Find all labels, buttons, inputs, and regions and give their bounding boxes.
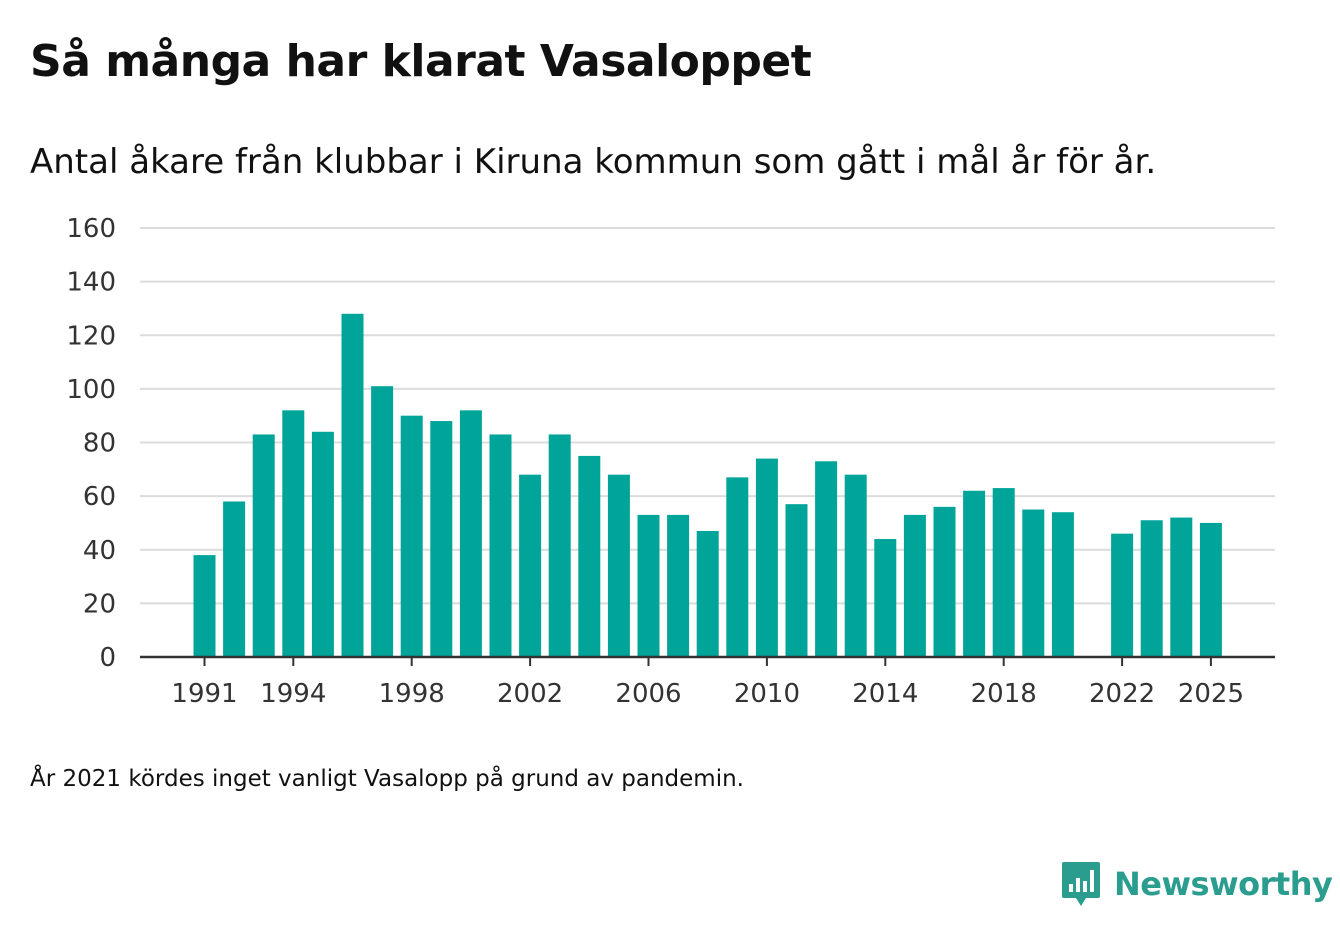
x-tick-label: 2025: [1178, 679, 1244, 709]
bar-2018: [992, 488, 1015, 657]
bar-2020: [1051, 512, 1074, 657]
bar-1999: [430, 421, 453, 657]
bar-2025: [1199, 522, 1222, 657]
x-tick-label: 1998: [379, 679, 445, 709]
bar-2015: [903, 514, 926, 657]
y-tick-label: 20: [83, 589, 116, 619]
y-tick-label: 60: [83, 482, 116, 512]
bar-1993: [252, 434, 275, 657]
bar-2017: [963, 490, 986, 657]
y-tick-label: 40: [83, 536, 116, 566]
bar-2002: [519, 474, 542, 657]
brand-logo: Newsworthy: [1060, 860, 1333, 908]
newsworthy-logo-icon: [1062, 862, 1100, 906]
brand-name: Newsworthy: [1114, 865, 1333, 903]
bar-2009: [726, 477, 749, 657]
chart-subtitle: Antal åkare från klubbar i Kiruna kommun…: [30, 142, 1157, 182]
x-tick-label: 2022: [1089, 679, 1155, 709]
bar-2024: [1170, 517, 1193, 657]
bar-2012: [815, 461, 838, 657]
bars: [193, 313, 1222, 657]
bar-2019: [1022, 509, 1045, 657]
x-tick-label: 1991: [171, 679, 237, 709]
x-tick-label: 2002: [497, 679, 563, 709]
bar-2014: [874, 539, 897, 657]
bar-2004: [578, 455, 601, 657]
bar-1995: [311, 431, 334, 657]
x-tick-label: 2010: [734, 679, 800, 709]
y-tick-label: 160: [66, 214, 116, 244]
bar-2023: [1140, 520, 1163, 657]
bar-2007: [667, 514, 690, 657]
bar-2001: [489, 434, 512, 657]
y-tick-label: 80: [83, 429, 116, 459]
chart-title: Så många har klarat Vasaloppet: [30, 36, 812, 87]
bar-1997: [371, 386, 394, 657]
x-tick-label: 2006: [615, 679, 681, 709]
bar-2008: [696, 530, 719, 657]
x-axis: 1991 1994 1998 2002 2006 2010 2014 2018 2022 2025: [140, 655, 1275, 709]
y-tick-label: 140: [66, 268, 116, 298]
bar-2016: [933, 506, 956, 657]
y-tick-label: 100: [66, 375, 116, 405]
bar-2006: [637, 514, 660, 657]
bar-2003: [548, 434, 571, 657]
y-tick-label: 120: [66, 321, 116, 351]
bar-2013: [844, 474, 867, 657]
y-tick-label: 0: [99, 643, 116, 673]
bar-1991: [193, 555, 216, 657]
bar-1992: [223, 501, 246, 657]
bar-2005: [607, 474, 630, 657]
bar-1994: [282, 410, 305, 657]
bar-1998: [400, 415, 423, 657]
x-tick-label: 2014: [852, 679, 918, 709]
bar-2011: [785, 504, 808, 657]
bar-chart: 0 20 40 60 80 100 120 140 160 1991 1994 1998 2002 20…: [66, 214, 1275, 709]
bar-1996: [341, 313, 364, 657]
footnote: År 2021 kördes inget vanligt Vasalopp på…: [30, 766, 744, 792]
y-axis-ticks: 0 20 40 60 80 100 120 140 160: [66, 214, 116, 673]
bar-2022: [1111, 533, 1134, 657]
bar-2000: [459, 410, 482, 657]
bar-2010: [755, 458, 778, 657]
x-tick-label: 1994: [260, 679, 326, 709]
x-tick-label: 2018: [971, 679, 1037, 709]
